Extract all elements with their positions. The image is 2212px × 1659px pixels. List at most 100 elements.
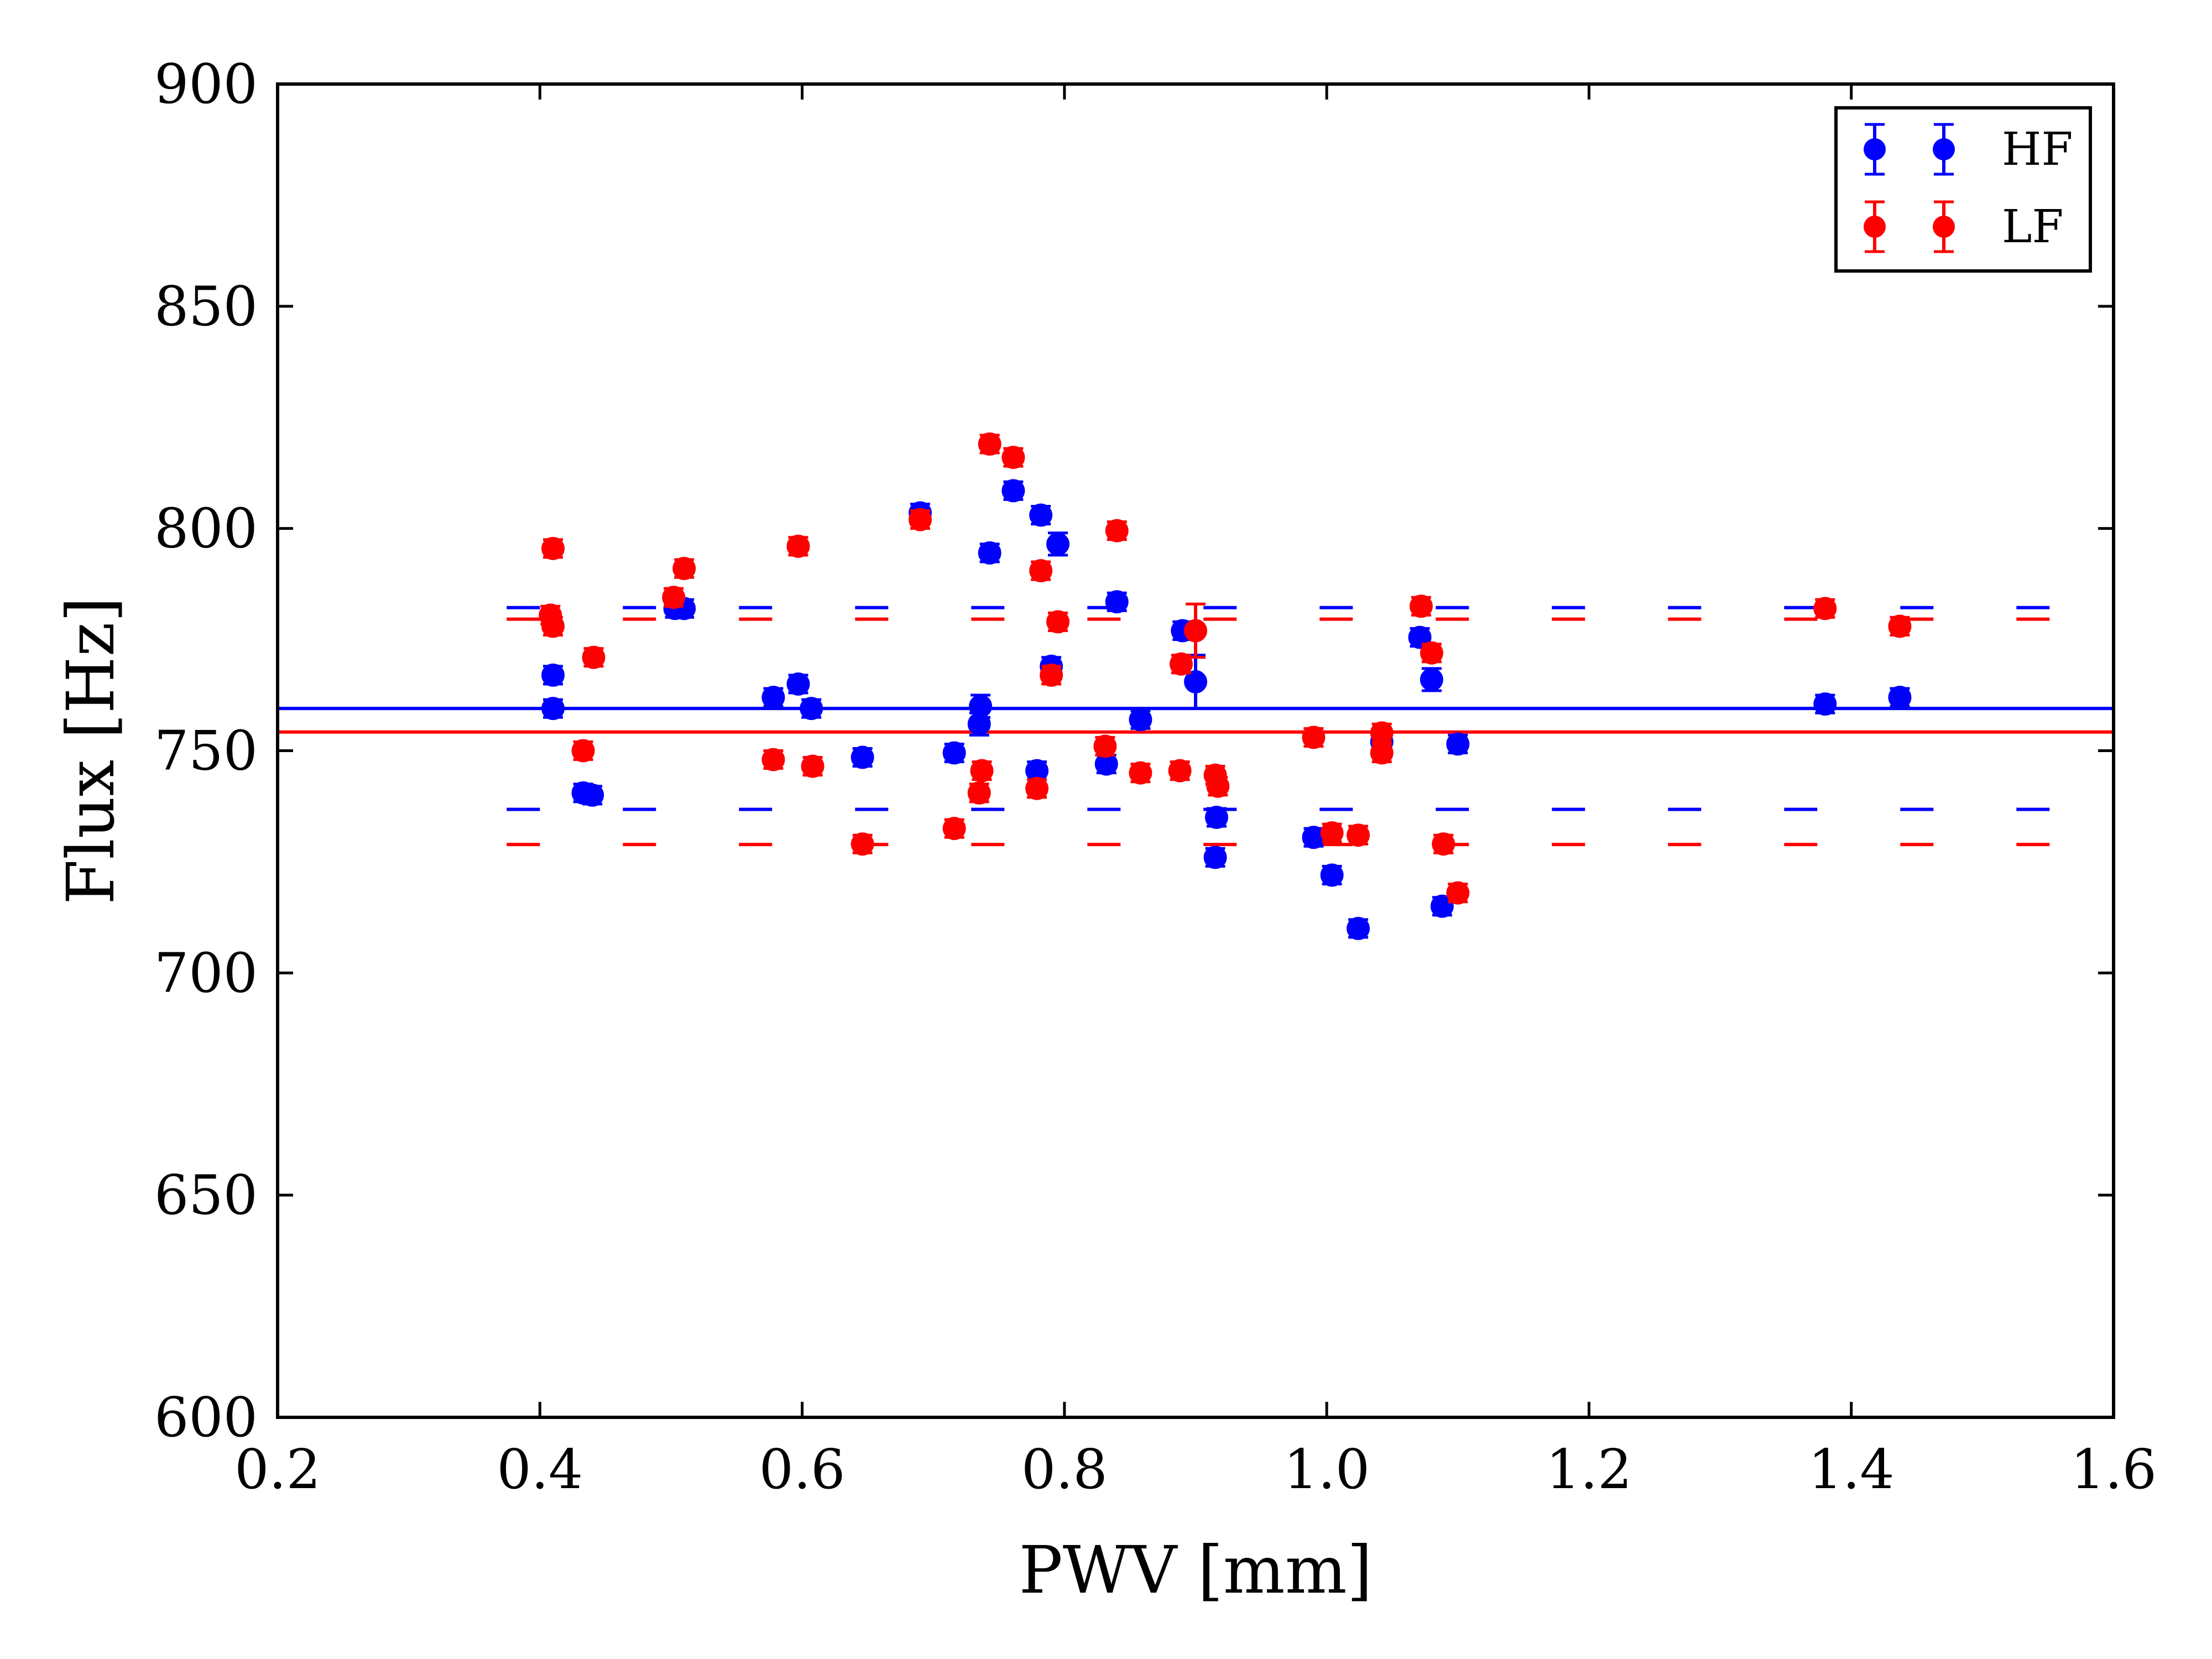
hf-point <box>1029 503 1053 527</box>
x-tick-label: 0.2 <box>234 1438 321 1501</box>
hf-point <box>1184 654 1207 710</box>
hf-marker <box>1029 503 1053 527</box>
lf-marker <box>541 614 565 638</box>
lf-point <box>970 759 994 782</box>
hf-marker <box>1105 590 1129 614</box>
lf-point <box>942 817 966 841</box>
y-axis-label: Flux [Hz] <box>53 597 129 905</box>
lf-marker <box>1888 614 1912 638</box>
hf-point <box>761 686 785 709</box>
hf-point <box>1046 531 1070 557</box>
hf-marker <box>786 672 810 696</box>
lf-marker <box>541 536 565 560</box>
hf-point <box>1302 826 1326 849</box>
hf-marker <box>800 697 823 721</box>
hf-marker <box>761 686 785 709</box>
hf-marker <box>1420 667 1443 691</box>
legend-hf-dot <box>1933 138 1955 160</box>
lf-marker <box>1040 663 1063 687</box>
lf-marker <box>1347 823 1370 847</box>
lf-point <box>541 536 565 560</box>
lf-point <box>1105 519 1129 542</box>
lf-point <box>1025 776 1049 800</box>
legend-hf-marker <box>1864 123 1886 176</box>
lf-marker <box>761 748 785 771</box>
lf-marker <box>1813 597 1837 620</box>
hf-marker <box>851 745 874 769</box>
hf-point <box>1347 916 1370 940</box>
legend-hf-marker <box>1933 123 1955 176</box>
y-tick-label: 650 <box>154 1164 258 1227</box>
lf-point <box>1184 602 1207 659</box>
legend-lf-marker <box>1933 200 1955 253</box>
lf-point <box>1206 774 1230 798</box>
hf-marker <box>1129 708 1152 732</box>
data-layer <box>278 432 2114 940</box>
hf-point <box>1888 686 1912 709</box>
hf-point <box>1129 708 1152 732</box>
lf-marker <box>1129 761 1152 785</box>
y-tick-label: 750 <box>154 720 258 783</box>
lf-marker <box>786 534 810 558</box>
hf-marker <box>1446 732 1470 756</box>
lf-marker <box>582 645 606 669</box>
lf-point <box>571 739 595 763</box>
hf-point <box>1320 863 1344 887</box>
lf-point <box>1370 721 1394 745</box>
legend-lf-dot <box>1864 216 1886 238</box>
hf-marker <box>1813 692 1837 716</box>
lf-point <box>1370 741 1394 765</box>
hf-point <box>800 697 823 721</box>
hf-point <box>1001 479 1025 503</box>
hf-point <box>1203 846 1227 869</box>
lf-marker <box>942 817 966 841</box>
x-tick-label: 0.6 <box>759 1438 846 1501</box>
plot-frame <box>276 82 2115 1419</box>
lf-point <box>1446 881 1470 905</box>
hf-marker <box>967 712 991 736</box>
lf-point <box>1302 726 1326 749</box>
lf-point <box>582 645 606 669</box>
hf-marker <box>1203 846 1227 869</box>
x-tick-label: 1.0 <box>1284 1438 1370 1501</box>
hf-marker <box>1204 806 1228 830</box>
hf-point <box>967 711 991 737</box>
hf-point <box>1204 806 1228 830</box>
hf-point <box>786 672 810 696</box>
hf-point <box>1420 667 1443 692</box>
lf-point <box>978 432 1001 456</box>
lf-marker <box>1409 594 1433 618</box>
legend-hf-label: HF <box>2002 123 2073 176</box>
lf-point <box>1320 821 1344 845</box>
legend-lf-label: LF <box>2002 201 2063 253</box>
x-tick-label: 1.6 <box>2070 1438 2157 1501</box>
lf-point <box>1029 559 1053 583</box>
hf-marker <box>1320 863 1344 887</box>
lf-point <box>1129 761 1152 785</box>
x-tick-label: 1.4 <box>1808 1438 1895 1501</box>
x-axis-label: PWV [mm] <box>1019 1532 1372 1608</box>
lf-point <box>672 556 696 580</box>
lf-point <box>1040 663 1063 687</box>
lf-marker <box>801 754 825 778</box>
lf-marker <box>967 781 991 805</box>
lf-marker <box>851 832 874 856</box>
hf-marker <box>942 741 966 765</box>
hf-point <box>541 697 565 721</box>
x-tick-label: 0.8 <box>1021 1438 1108 1501</box>
hf-marker <box>541 697 565 721</box>
y-tick-label: 600 <box>154 1386 258 1449</box>
hf-point <box>581 783 604 807</box>
lf-point <box>662 586 686 609</box>
hf-point <box>541 663 565 687</box>
x-tick-label: 0.4 <box>497 1438 583 1501</box>
lf-point <box>541 614 565 638</box>
hf-marker <box>1184 670 1207 693</box>
lf-marker <box>1370 721 1394 745</box>
lf-point <box>786 534 810 558</box>
y-tick-label: 850 <box>154 275 258 338</box>
lf-marker <box>1168 759 1192 782</box>
y-tick-label: 700 <box>154 942 258 1005</box>
lf-point <box>1420 641 1443 665</box>
